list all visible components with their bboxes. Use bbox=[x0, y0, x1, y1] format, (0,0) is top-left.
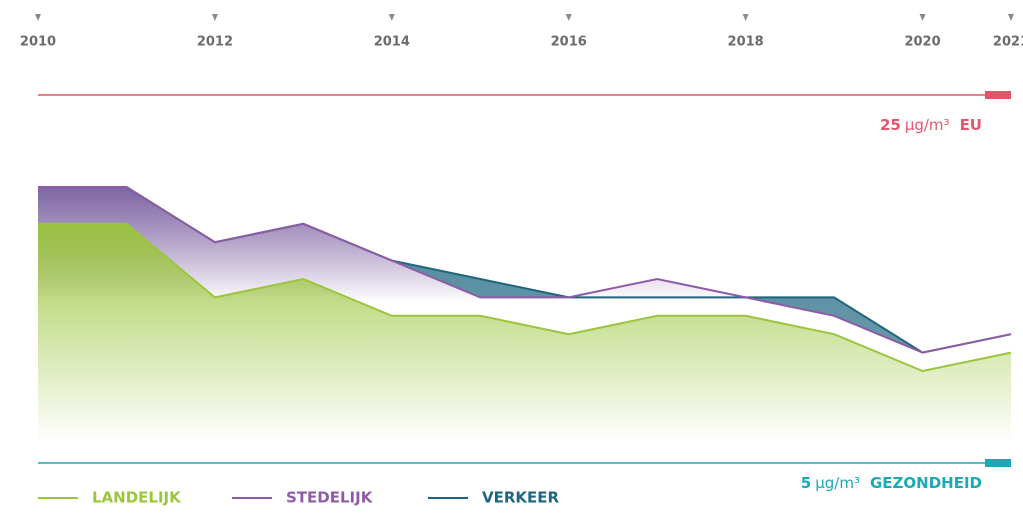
reference-cap bbox=[985, 459, 1011, 467]
area bbox=[38, 223, 1011, 443]
reference-label: 5 µg/m³ GEZONDHEID bbox=[801, 474, 982, 492]
reference-unit: µg/m³ bbox=[905, 116, 950, 134]
x-tick-mark bbox=[565, 14, 572, 21]
x-tick-label: 2012 bbox=[197, 35, 233, 50]
x-tick-label: 2021 bbox=[993, 35, 1023, 50]
reference-unit: µg/m³ bbox=[815, 474, 860, 492]
x-tick-mark bbox=[388, 14, 395, 21]
reference-value: 5 bbox=[801, 474, 811, 492]
line bbox=[38, 222, 1012, 373]
x-tick-mark bbox=[742, 14, 749, 21]
reference-name: GEZONDHEID bbox=[870, 474, 982, 492]
x-tick-label: 2016 bbox=[551, 35, 587, 50]
x-tick-mark bbox=[919, 14, 926, 21]
reference-value: 25 bbox=[880, 116, 901, 134]
x-tick-label: 2018 bbox=[728, 35, 764, 50]
x-tick-mark bbox=[35, 14, 41, 21]
x-tick-label: 2020 bbox=[904, 35, 940, 50]
legend-label: VERKEER bbox=[482, 489, 560, 507]
reference-label: 25 µg/m³ EU bbox=[880, 116, 982, 134]
reference-cap bbox=[985, 91, 1011, 99]
x-tick-label: 2010 bbox=[20, 35, 56, 50]
x-tick-mark bbox=[1008, 14, 1014, 21]
x-tick-mark bbox=[211, 14, 218, 21]
legend-label: STEDELIJK bbox=[286, 489, 374, 507]
x-tick-label: 2014 bbox=[374, 35, 410, 50]
reference-name: EU bbox=[960, 116, 982, 134]
line bbox=[38, 186, 1012, 354]
legend-label: LANDELIJK bbox=[92, 489, 182, 507]
